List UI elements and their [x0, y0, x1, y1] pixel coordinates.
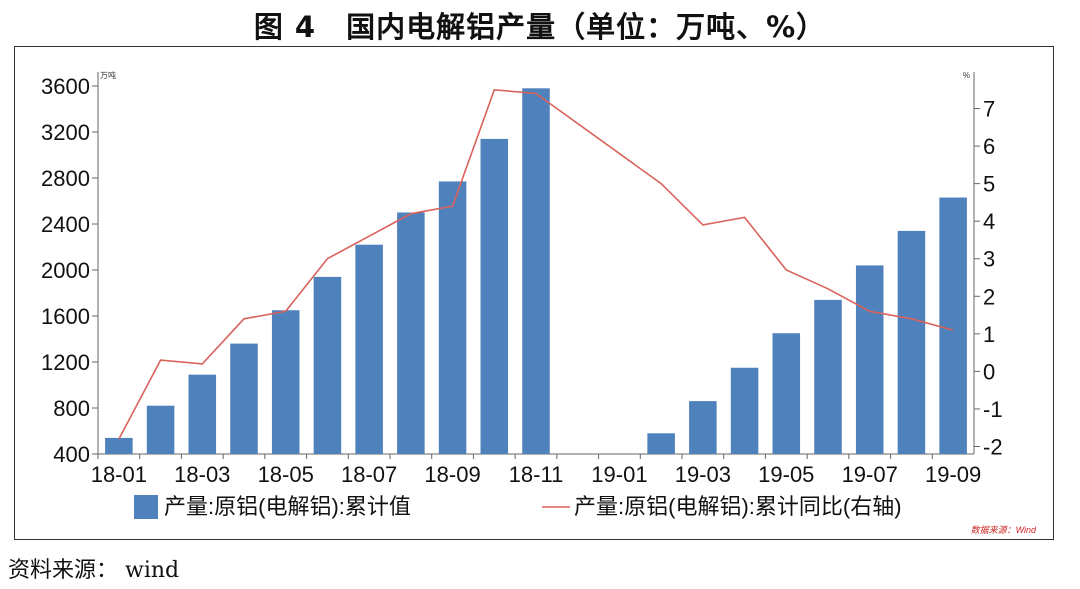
left-tick-label: 3200 — [41, 120, 90, 145]
x-tick-label: 19-05 — [758, 462, 814, 487]
left-tick-label: 400 — [53, 442, 90, 467]
legend-label-bar: 产量:原铝(电解铝):累计值 — [164, 494, 411, 519]
bar-cumulative — [730, 367, 759, 454]
bar-cumulative — [939, 197, 967, 455]
right-tick-label: -2 — [983, 434, 1003, 459]
left-tick-label: 800 — [53, 396, 90, 421]
bar-cumulative — [480, 138, 509, 454]
left-tick-label: 1200 — [41, 350, 90, 375]
right-tick-label: 2 — [983, 284, 995, 309]
legend-label-line: 产量:原铝(电解铝):累计同比(右轴) — [574, 494, 902, 519]
source-note: 资料来源： wind — [8, 558, 180, 583]
chart: 万吨 % 400 800 1200 1600 2000 2400 2800 3200 3600 -2 -… — [41, 70, 1037, 535]
x-tick-label: 19-07 — [842, 462, 898, 487]
source-watermark: 数据来源：Wind — [971, 525, 1037, 535]
line-yoy — [118, 88, 954, 440]
bar-cumulative — [814, 299, 842, 454]
left-tick-label: 3600 — [41, 74, 90, 99]
x-tick-label: 18-05 — [258, 462, 314, 487]
x-tick-label: 18-03 — [174, 462, 230, 487]
x-tick-label: 18-01 — [91, 462, 147, 487]
bar-cumulative — [313, 276, 342, 454]
left-tick-label: 2800 — [41, 166, 90, 191]
bar-cumulative — [188, 374, 217, 454]
left-tick-label: 2000 — [41, 258, 90, 283]
bar-cumulative — [230, 343, 258, 454]
bar-cumulative — [146, 405, 175, 454]
bar-cumulative — [897, 230, 926, 454]
right-tick-label: 0 — [983, 359, 995, 384]
right-tick-label: 5 — [983, 172, 995, 197]
right-tick-label: 7 — [983, 97, 995, 122]
bar-cumulative — [355, 244, 383, 454]
right-tick-label: 3 — [983, 247, 995, 272]
bar-cumulative — [647, 433, 675, 454]
bar-cumulative — [772, 333, 801, 454]
bar-cumulative — [522, 88, 550, 455]
right-tick-label: 4 — [983, 209, 995, 234]
right-tick-label: -1 — [983, 397, 1003, 422]
left-tick-label: 2400 — [41, 212, 90, 237]
bar-cumulative — [689, 401, 717, 454]
bar-cumulative — [271, 310, 300, 454]
left-axis-unit: 万吨 — [100, 70, 116, 80]
x-tick-label: 18-09 — [424, 462, 480, 487]
x-tick-label: 19-03 — [675, 462, 731, 487]
figure-title: 图 4 国内电解铝产量（单位：万吨、%） — [253, 10, 827, 44]
x-tick-label: 19-01 — [591, 462, 647, 487]
bar-cumulative — [855, 265, 884, 454]
bar-cumulative — [397, 212, 425, 454]
x-tick-label: 19-09 — [925, 462, 981, 487]
x-tick-label: 18-11 — [509, 462, 564, 487]
right-tick-label: 1 — [983, 322, 995, 347]
left-tick-label: 1600 — [41, 304, 90, 329]
bar-cumulative — [438, 181, 467, 454]
bar-cumulative — [105, 437, 133, 454]
legend-swatch-bar — [134, 495, 158, 519]
x-tick-label: 18-07 — [341, 462, 397, 487]
right-axis-unit: % — [963, 71, 970, 80]
right-tick-label: 6 — [983, 134, 995, 159]
